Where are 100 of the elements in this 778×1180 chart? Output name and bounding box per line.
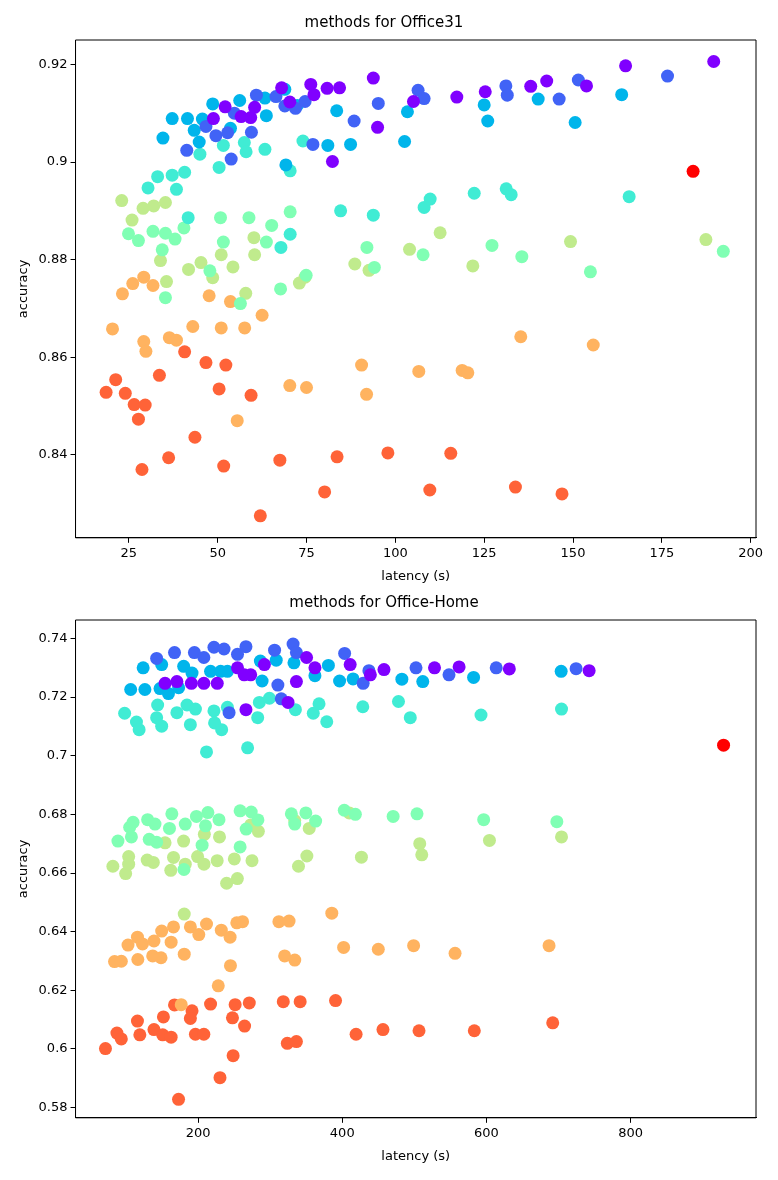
point <box>306 137 320 151</box>
point <box>377 663 391 677</box>
point <box>212 160 226 174</box>
point <box>228 998 242 1012</box>
point <box>349 1027 363 1041</box>
chart-title: methods for Office-Home <box>289 592 479 611</box>
point <box>333 674 347 688</box>
point <box>138 398 152 412</box>
point <box>343 658 357 672</box>
point <box>423 483 437 497</box>
point <box>194 256 208 270</box>
point <box>283 379 297 393</box>
point <box>412 364 426 378</box>
point <box>137 270 151 284</box>
point <box>168 646 182 660</box>
point <box>413 837 427 851</box>
point <box>257 658 271 672</box>
point <box>199 356 213 370</box>
point <box>284 807 298 821</box>
point <box>177 862 191 876</box>
point <box>686 164 700 178</box>
point <box>222 706 236 720</box>
point <box>292 859 305 873</box>
point <box>203 264 217 278</box>
point <box>135 462 149 476</box>
point <box>177 907 191 921</box>
point <box>206 97 220 111</box>
point <box>400 105 414 119</box>
point <box>151 170 165 184</box>
point <box>188 702 202 716</box>
point <box>278 949 292 963</box>
point <box>298 94 312 108</box>
point <box>213 1071 227 1085</box>
point <box>167 920 181 934</box>
point <box>410 807 424 821</box>
point <box>329 994 343 1008</box>
point <box>540 74 554 88</box>
point <box>279 158 293 172</box>
point <box>146 855 160 869</box>
point <box>376 1023 390 1037</box>
point <box>169 182 183 196</box>
point <box>239 286 253 300</box>
point <box>337 940 351 954</box>
point <box>555 830 569 844</box>
point <box>366 208 380 222</box>
point <box>158 226 172 240</box>
point <box>106 859 120 873</box>
point <box>225 1011 239 1025</box>
point <box>133 1028 147 1042</box>
point <box>367 260 381 274</box>
point <box>466 259 480 273</box>
y-tick-label: 0.84 <box>38 446 68 462</box>
point <box>156 131 170 145</box>
point <box>251 711 265 725</box>
point <box>300 651 314 665</box>
x-tick-label: 125 <box>471 544 497 560</box>
point <box>485 238 499 252</box>
point <box>371 120 385 134</box>
point <box>442 668 456 682</box>
point <box>124 830 138 844</box>
point <box>615 88 629 102</box>
point <box>199 819 213 833</box>
point <box>239 145 253 159</box>
point <box>542 939 556 953</box>
point <box>363 668 377 682</box>
point <box>395 672 409 686</box>
point <box>168 232 182 246</box>
point <box>268 643 282 657</box>
point <box>258 142 272 156</box>
point <box>206 112 220 126</box>
point <box>242 211 256 225</box>
point <box>226 260 240 274</box>
point <box>262 691 276 705</box>
point <box>127 398 141 412</box>
point <box>201 806 215 820</box>
point <box>178 345 192 359</box>
point <box>312 697 326 711</box>
point <box>444 446 458 460</box>
point <box>154 951 168 965</box>
point <box>433 226 447 240</box>
y-tick-label: 0.66 <box>38 864 68 880</box>
point <box>274 240 288 254</box>
point <box>661 69 675 83</box>
point <box>515 250 529 264</box>
point <box>251 813 265 827</box>
point <box>177 947 191 961</box>
point <box>197 1027 211 1041</box>
point <box>415 848 429 862</box>
point <box>564 235 578 249</box>
point <box>568 115 582 129</box>
point <box>115 287 129 301</box>
point <box>212 382 226 396</box>
point <box>242 996 256 1010</box>
point <box>146 278 160 292</box>
point <box>586 338 600 352</box>
point <box>330 450 344 464</box>
point <box>360 387 374 401</box>
point <box>325 906 339 920</box>
point <box>197 676 211 690</box>
point <box>300 380 314 394</box>
